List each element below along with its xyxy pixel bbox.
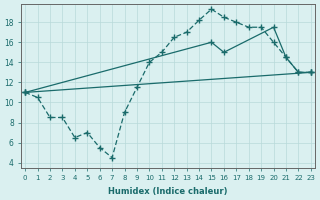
- X-axis label: Humidex (Indice chaleur): Humidex (Indice chaleur): [108, 187, 228, 196]
